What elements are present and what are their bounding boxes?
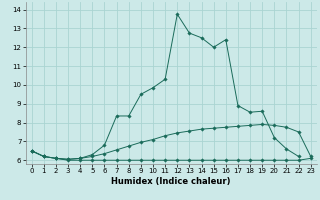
X-axis label: Humidex (Indice chaleur): Humidex (Indice chaleur) bbox=[111, 177, 231, 186]
